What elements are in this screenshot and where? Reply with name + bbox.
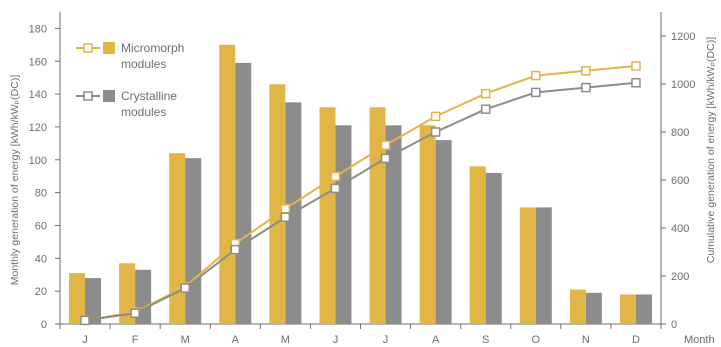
bar-crystalline: [585, 292, 602, 324]
bar-crystalline: [385, 125, 402, 324]
legend-marker-micromorph: [83, 43, 93, 53]
y-tick-label-left: 80: [35, 188, 47, 200]
point-cumulative-micromorph: [531, 70, 541, 81]
y-tick-label-left: 120: [29, 122, 47, 134]
bar-micromorph: [269, 84, 286, 325]
y-tick-label-left: 100: [29, 155, 47, 167]
x-tick-label: J: [82, 334, 88, 346]
y-axis-left-title: Monthly generation of energy [kWh/kWₚ(DC…: [9, 75, 21, 286]
bar-crystalline: [85, 278, 102, 324]
bar-crystalline: [635, 294, 652, 324]
y-tick-label-left: 160: [29, 56, 47, 68]
x-tick-label: A: [232, 334, 240, 346]
point-cumulative-crystalline: [180, 283, 190, 293]
legend-label-crystalline: modules: [121, 105, 166, 119]
bar-micromorph: [469, 166, 486, 324]
x-tick-label: S: [482, 334, 489, 346]
bars: [69, 44, 652, 325]
y-tick-label-right: 800: [671, 127, 689, 139]
legend-swatch-micromorph: [103, 42, 115, 54]
bar-crystalline: [485, 172, 502, 324]
y-tick-label-left: 0: [41, 319, 47, 331]
x-axis-title: Month: [684, 334, 715, 346]
x-tick-label: O: [532, 334, 541, 346]
x-tick-label: M: [281, 334, 290, 346]
point-cumulative-micromorph: [480, 88, 491, 99]
point-cumulative-crystalline: [280, 212, 291, 222]
point-cumulative-crystalline: [230, 244, 241, 255]
bar-micromorph: [569, 289, 586, 324]
y-tick-label-left: 60: [35, 220, 47, 232]
y-tick-label-right: 0: [671, 319, 677, 331]
bar-micromorph: [219, 44, 236, 325]
bar-crystalline: [235, 62, 252, 324]
bar-micromorph: [319, 107, 336, 325]
tick-labels: 0 20 40 60 80 100 120 140 160 180 0 200 400 600 800 100…: [29, 23, 696, 346]
line-cumulative-micromorph: [84, 65, 637, 322]
x-tick-label: N: [582, 334, 590, 346]
bar-micromorph: [169, 153, 186, 324]
x-tick-label: D: [632, 334, 640, 346]
x-tick-label: M: [181, 334, 190, 346]
point-cumulative-crystalline: [581, 82, 591, 93]
point-cumulative-crystalline: [80, 315, 90, 326]
x-tick-label: J: [333, 334, 339, 346]
point-cumulative-crystalline: [480, 104, 491, 114]
point-cumulative-micromorph: [330, 171, 341, 182]
line-cumulative-crystalline: [84, 81, 637, 322]
point-cumulative-crystalline: [380, 153, 391, 164]
point-cumulative-crystalline: [330, 183, 341, 194]
bar-micromorph: [519, 207, 536, 324]
y-tick-label-left: 140: [29, 89, 47, 101]
legend-label-micromorph: modules: [121, 57, 166, 71]
bar-crystalline: [435, 140, 452, 324]
x-tick-label: F: [132, 334, 139, 346]
bar-micromorph: [69, 273, 86, 324]
y-tick-label-right: 1000: [671, 79, 695, 91]
bar-micromorph: [619, 294, 636, 324]
y-tick-label-right: 600: [671, 175, 689, 187]
bar-crystalline: [335, 125, 352, 324]
bar-micromorph: [419, 125, 436, 324]
y-tick-label-left: 20: [35, 286, 47, 298]
bar-crystalline: [535, 207, 552, 324]
y-tick-label-left: 180: [29, 23, 47, 35]
legend-swatch-crystalline: [103, 90, 115, 102]
legend: Micromorph modules Crystalline modules: [76, 41, 184, 119]
legend-marker-crystalline: [83, 91, 93, 101]
point-cumulative-crystalline: [130, 308, 140, 318]
point-cumulative-crystalline: [631, 78, 641, 88]
point-cumulative-micromorph: [430, 111, 441, 122]
bar-crystalline: [185, 158, 202, 324]
bar-micromorph: [369, 107, 386, 325]
legend-label-micromorph: Micromorph: [121, 41, 184, 55]
point-cumulative-micromorph: [280, 204, 291, 214]
x-tick-label: A: [432, 334, 440, 346]
cumulative-lines: [80, 61, 641, 326]
point-cumulative-crystalline: [430, 127, 441, 137]
legend-label-crystalline: Crystalline: [121, 89, 177, 103]
point-cumulative-micromorph: [631, 61, 641, 71]
point-cumulative-micromorph: [581, 66, 591, 76]
axes: [55, 12, 666, 329]
y-tick-label-right: 200: [671, 271, 689, 283]
point-cumulative-crystalline: [531, 87, 541, 98]
y-axis-right-title: Cumulative generation of energy [kWh/kWₚ…: [705, 37, 717, 263]
point-cumulative-micromorph: [380, 140, 391, 150]
x-tick-label: J: [383, 334, 389, 346]
y-tick-label-left: 40: [35, 253, 47, 265]
y-tick-label-right: 1200: [671, 31, 695, 43]
y-tick-label-right: 400: [671, 223, 689, 235]
